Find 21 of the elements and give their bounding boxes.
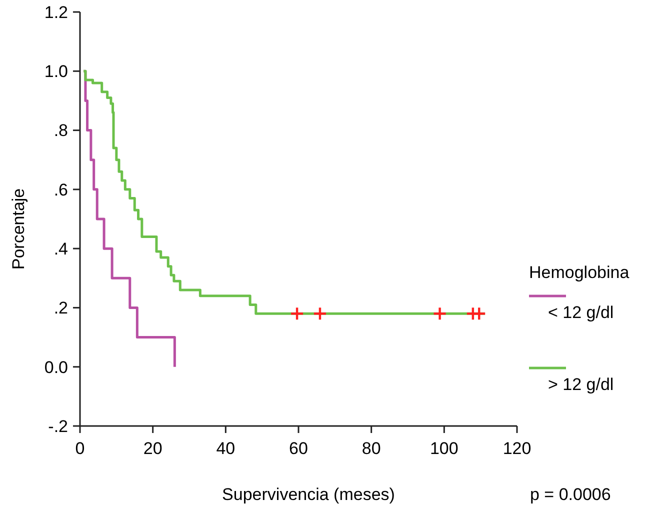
legend-title: Hemoglobina [529, 263, 630, 282]
text: p = 0.0006 [530, 485, 611, 504]
x-tick-label: 20 [143, 439, 162, 458]
y-tick-label: .4 [54, 240, 68, 259]
y-tick-label: 1.2 [44, 2, 68, 22]
x-tick-label: 40 [216, 439, 236, 458]
y-tick-label: -.2 [48, 416, 68, 436]
y-axis-title: Porcentaje [9, 188, 28, 270]
x-axis-title: Supervivencia (meses) [222, 485, 395, 504]
y-tick-label: .8 [54, 121, 68, 140]
x-tick-label: 100 [430, 439, 458, 458]
x-tick-label: 80 [362, 439, 381, 458]
y-tick-label: 1.0 [44, 62, 68, 82]
x-tick-label: 0 [75, 439, 85, 458]
y-tick-label: 0.0 [44, 358, 68, 377]
legend-label: < 12 g/dl [548, 303, 614, 322]
x-tick-label: 60 [289, 439, 308, 458]
y-tick-label: .2 [54, 298, 68, 318]
x-tick-label: 120 [502, 439, 532, 458]
legend-label: > 12 g/dl [548, 375, 614, 394]
y-tick-label: .6 [54, 180, 68, 200]
